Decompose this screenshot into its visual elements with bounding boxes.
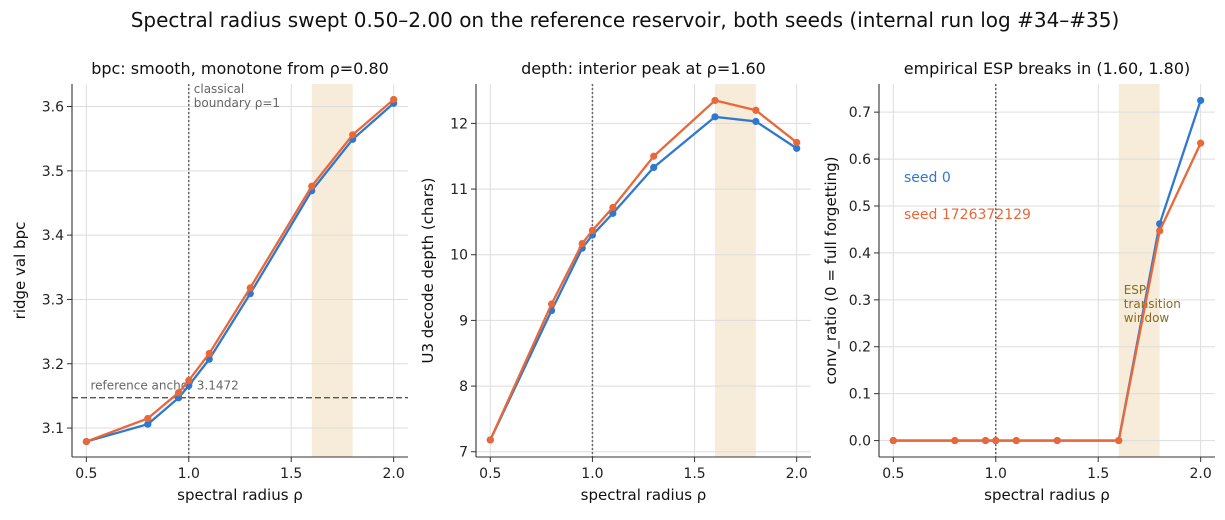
data-point-seed-0: [144, 420, 152, 428]
figure-title: Spectral radius swept 0.50–2.00 on the r…: [131, 8, 1120, 32]
x-tick-label: 1.5: [1087, 466, 1109, 482]
data-point-seed-0: [609, 209, 617, 217]
x-axis-label: spectral radius ρ: [177, 486, 303, 504]
data-point-seed-1: [588, 226, 597, 235]
classical-boundary-label: boundary ρ=1: [194, 96, 280, 110]
y-tick-label: 9: [459, 313, 468, 329]
y-tick-label: 11: [450, 182, 468, 198]
data-point-seed-1: [578, 239, 586, 248]
y-axis-label: U3 decode depth (chars): [419, 177, 437, 363]
data-point-seed-0: [793, 144, 801, 152]
x-tick-label: 0.5: [75, 466, 97, 482]
y-tick-label: 12: [450, 116, 468, 132]
y-tick-label: 3.2: [42, 357, 64, 373]
y-tick-label: 7: [459, 445, 468, 461]
data-point-seed-1: [793, 138, 801, 147]
data-point-seed-1: [1115, 436, 1123, 445]
x-tick-label: 0.5: [882, 466, 904, 482]
y-tick-label: 3.6: [42, 100, 64, 116]
data-point-seed-1: [547, 300, 556, 308]
data-point-seed-0: [650, 163, 658, 171]
x-tick-label: 1.5: [683, 466, 705, 482]
data-point-seed-1: [951, 436, 959, 445]
transition-band: [311, 84, 353, 457]
data-point-seed-0: [1197, 96, 1205, 105]
y-tick-label: 0.6: [849, 152, 871, 168]
data-point-seed-1: [205, 349, 213, 358]
data-point-seed-1: [349, 131, 357, 139]
x-tick-label: 0.5: [479, 466, 501, 482]
y-tick-label: 0.5: [849, 199, 871, 215]
data-point-seed-0: [711, 113, 719, 121]
panel-title: bpc: smooth, monotone from ρ=0.80: [91, 59, 389, 78]
x-tick-label: 1.0: [581, 466, 603, 482]
x-tick-label: 1.5: [280, 466, 302, 482]
y-tick-label: 0.1: [849, 387, 871, 403]
data-point-seed-1: [711, 96, 719, 105]
y-tick-label: 3.1: [42, 421, 64, 437]
x-tick-label: 1.0: [985, 466, 1007, 482]
x-tick-label: 2.0: [786, 466, 808, 482]
x-axis-label: spectral radius ρ: [581, 486, 707, 504]
classical-boundary-label: classical: [194, 82, 244, 96]
data-point-seed-1: [486, 436, 494, 444]
y-axis-label: conv_ratio (0 = full forgetting): [822, 157, 841, 385]
data-point-seed-1: [1012, 436, 1020, 445]
esp-window-label: transition: [1124, 297, 1181, 311]
panel-title: depth: interior peak at ρ=1.60: [521, 59, 766, 78]
data-point-seed-1: [992, 436, 1000, 445]
legend-seed-0: seed 0: [904, 170, 951, 186]
y-tick-label: 0.0: [849, 434, 871, 450]
y-tick-label: 3.4: [42, 228, 64, 244]
y-tick-label: 3.5: [42, 164, 64, 180]
y-tick-label: 0.2: [849, 340, 871, 356]
y-axis-label: ridge val bpc: [11, 222, 29, 320]
data-point-seed-1: [981, 436, 990, 445]
data-point-seed-0: [752, 117, 760, 126]
data-point-seed-1: [889, 436, 897, 445]
panel-bpc: reference anchor 3.1472 classicalboundary…: [11, 59, 408, 504]
esp-window-label: ESP: [1124, 283, 1146, 297]
transition-band: [1118, 84, 1160, 457]
data-point-seed-0: [174, 394, 183, 402]
data-point-seed-1: [308, 182, 316, 190]
x-tick-label: 2.0: [1190, 466, 1212, 482]
y-tick-label: 0.3: [849, 293, 871, 309]
data-point-seed-1: [185, 376, 193, 385]
transition-band: [714, 84, 756, 457]
x-tick-label: 1.0: [178, 466, 200, 482]
data-point-seed-1: [1197, 139, 1205, 147]
y-tick-label: 0.4: [849, 246, 871, 262]
data-point-seed-1: [1156, 227, 1164, 235]
esp-window-label: window: [1124, 311, 1170, 325]
data-point-seed-1: [246, 284, 254, 292]
y-tick-label: 3.3: [42, 292, 64, 308]
panel-title: empirical ESP breaks in (1.60, 1.80): [904, 59, 1190, 78]
data-point-seed-1: [1053, 436, 1061, 445]
reference-anchor-label: reference anchor 3.1472: [90, 379, 238, 393]
y-tick-label: 8: [459, 379, 468, 395]
data-point-seed-1: [752, 106, 760, 114]
data-point-seed-1: [144, 414, 152, 423]
y-tick-label: 0.7: [849, 105, 871, 121]
data-point-seed-1: [650, 152, 658, 160]
data-point-seed-1: [174, 389, 183, 397]
legend-seed-1: seed 1726372129: [904, 207, 1031, 223]
data-point-seed-1: [609, 203, 617, 212]
data-point-seed-1: [390, 95, 398, 104]
y-tick-label: 10: [450, 248, 468, 264]
panel-depth: 0.5 1.0 1.5 2.0 7 8 9 10 11 12 depth: interior pea…: [419, 59, 811, 504]
data-point-seed-1: [82, 437, 90, 446]
x-tick-label: 2.0: [383, 466, 405, 482]
x-axis-label: spectral radius ρ: [984, 486, 1110, 504]
